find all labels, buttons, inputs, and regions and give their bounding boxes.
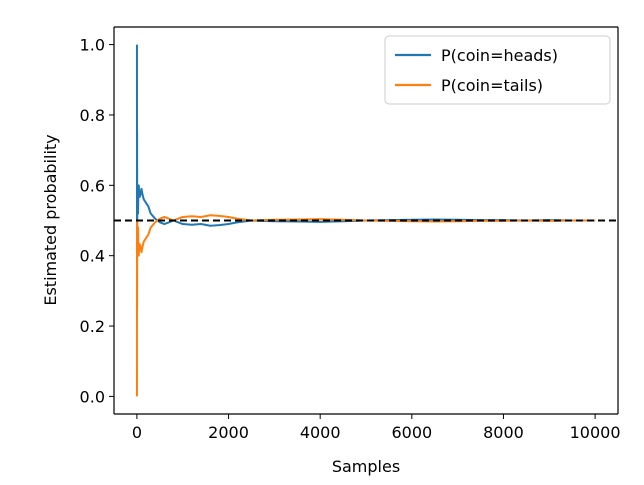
legend-label-tails: P(coin=tails)	[441, 76, 543, 95]
y-axis-ticks: 0.0 0.2 0.4 0.6 0.8 1.0	[80, 36, 114, 406]
x-tick-label: 10000	[570, 423, 621, 442]
y-tick-label: 0.8	[80, 106, 105, 125]
x-tick-label: 8000	[483, 423, 524, 442]
x-tick-label: 6000	[391, 423, 432, 442]
y-tick-label: 1.0	[80, 36, 105, 55]
y-tick-label: 0.4	[80, 247, 105, 266]
x-tick-label: 4000	[300, 423, 341, 442]
axes-frame	[113, 26, 619, 415]
x-axis-ticks: 0 2000 4000 6000 8000 10000	[132, 414, 621, 442]
legend-frame	[384, 35, 611, 105]
y-tick-label: 0.6	[80, 176, 105, 195]
y-tick-label: 0.2	[80, 317, 105, 336]
x-axis-label: Samples	[332, 457, 400, 476]
y-tick-label: 0.0	[80, 387, 105, 406]
x-tick-label: 0	[132, 423, 142, 442]
legend: P(coin=heads) P(coin=tails)	[384, 35, 611, 105]
y-axis-label: Estimated probability	[41, 134, 60, 305]
legend-label-heads: P(coin=heads)	[441, 46, 558, 65]
x-tick-label: 2000	[208, 423, 249, 442]
